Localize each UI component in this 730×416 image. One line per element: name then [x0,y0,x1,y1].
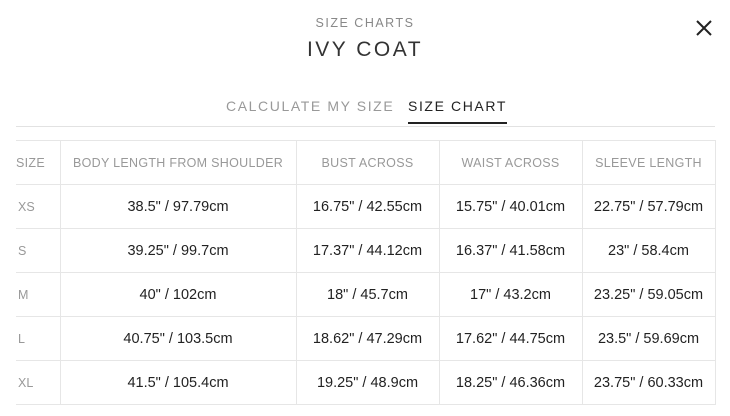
size-cell: XS [16,184,61,229]
close-icon [696,20,712,36]
measurement-cell: 23.75" / 60.33cm [581,360,716,405]
table-row: XS 38.5" / 97.79cm 16.75" / 42.55cm 15.75" … [16,184,716,229]
measurement-cell: 17" / 43.2cm [438,272,583,317]
measurement-cell: 16.75" / 42.55cm [295,184,440,229]
size-cell: XL [16,360,61,405]
close-button[interactable] [692,16,716,40]
size-cell: S [16,228,61,273]
table-row: S 39.25" / 99.7cm 17.37" / 44.12cm 16.37" /… [16,228,716,273]
measurement-cell: 17.37" / 44.12cm [295,228,440,273]
measurement-cell: 17.62" / 44.75cm [438,316,583,361]
modal-subtitle: SIZE CHARTS [315,16,415,30]
tab-bar: CALCULATE MY SIZE SIZE CHART [16,96,715,127]
tab-calculate-my-size[interactable]: CALCULATE MY SIZE [226,98,395,114]
measurement-cell: 40.75" / 103.5cm [59,316,297,361]
measurement-cell: 18" / 45.7cm [295,272,440,317]
measurement-cell: 18.62" / 47.29cm [295,316,440,361]
size-cell: L [16,316,61,361]
measurement-cell: 40" / 102cm [59,272,297,317]
column-header: BODY LENGTH FROM SHOULDER [59,140,297,185]
measurement-cell: 23.5" / 59.69cm [581,316,716,361]
measurement-cell: 16.37" / 41.58cm [438,228,583,273]
measurement-cell: 41.5" / 105.4cm [59,360,297,405]
table-row: L 40.75" / 103.5cm 18.62" / 47.29cm 17.62" … [16,316,716,361]
tab-size-chart[interactable]: SIZE CHART [408,98,507,124]
measurement-cell: 19.25" / 48.9cm [295,360,440,405]
measurement-cell: 22.75" / 57.79cm [581,184,716,229]
measurement-cell: 18.25" / 46.36cm [438,360,583,405]
measurement-cell: 15.75" / 40.01cm [438,184,583,229]
modal-title: IVY COAT [306,38,424,61]
column-header: WAIST ACROSS [438,140,583,185]
size-cell: M [16,272,61,317]
measurement-cell: 23" / 58.4cm [581,228,716,273]
column-header: BUST ACROSS [295,140,440,185]
table-row: M 40" / 102cm 18" / 45.7cm 17" / 43.2cm 23.2… [16,272,716,317]
table-row: XL 41.5" / 105.4cm 19.25" / 48.9cm 18.25" /… [16,360,716,405]
measurement-cell: 23.25" / 59.05cm [581,272,716,317]
column-header: SIZE [16,140,61,185]
size-chart-table: SIZE BODY LENGTH FROM SHOULDER BUST ACRO… [16,140,716,405]
measurement-cell: 38.5" / 97.79cm [59,184,297,229]
measurement-cell: 39.25" / 99.7cm [59,228,297,273]
column-header: SLEEVE LENGTH [581,140,716,185]
table-header-row: SIZE BODY LENGTH FROM SHOULDER BUST ACRO… [16,140,716,185]
